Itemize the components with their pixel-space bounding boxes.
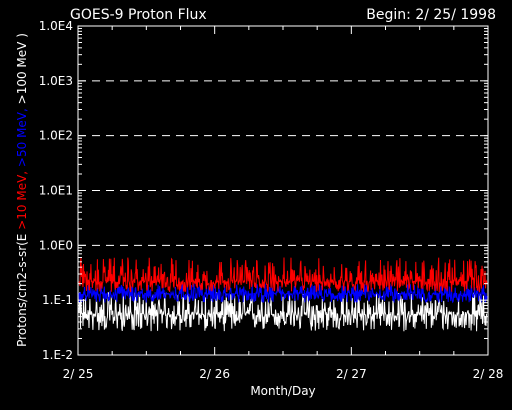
x-tick-label: 2/ 27	[336, 367, 367, 381]
y-tick-label: 1.0E2	[39, 129, 73, 143]
y-axis-label-part: >50 MeV,	[15, 104, 29, 167]
chart-title: GOES-9 Proton Flux	[70, 7, 207, 23]
y-axis-label-part: Protons/cm2-s-sr(E	[15, 230, 29, 347]
x-tick-labels: 2/ 25 2/ 26 2/ 27 2/ 28	[63, 367, 504, 381]
x-axis-label: Month/Day	[250, 384, 315, 398]
y-axis-label: Protons/cm2-s-sr(E >10 MeV, >50 MeV, >10…	[15, 33, 29, 347]
y-tick-label: 1.0E4	[39, 19, 73, 33]
series-line	[78, 257, 488, 293]
begin-date-label: Begin: 2/ 25/ 1998	[366, 7, 496, 23]
y-axis-label-part: >10 MeV,	[15, 167, 29, 230]
axis-ticks	[77, 25, 489, 356]
y-tick-label: 1.0E0	[39, 238, 73, 252]
y-tick-label: 1.E-2	[42, 348, 73, 362]
series-line	[78, 283, 488, 304]
y-tick-label: 1.0E1	[39, 184, 73, 198]
gridlines	[78, 80, 488, 246]
series-layer	[78, 257, 488, 332]
series-line	[78, 292, 488, 332]
x-tick-label: 2/ 25	[63, 367, 94, 381]
y-axis-label-part: >100 MeV )	[15, 33, 29, 104]
y-tick-label: 1.0E3	[39, 74, 73, 88]
y-tick-label: 1.E-1	[42, 293, 73, 307]
x-tick-label: 2/ 26	[199, 367, 230, 381]
y-tick-labels: 1.0E4 1.0E3 1.0E2 1.0E1 1.0E0 1.E-1 1.E-2	[39, 19, 73, 362]
x-tick-label: 2/ 28	[473, 367, 504, 381]
